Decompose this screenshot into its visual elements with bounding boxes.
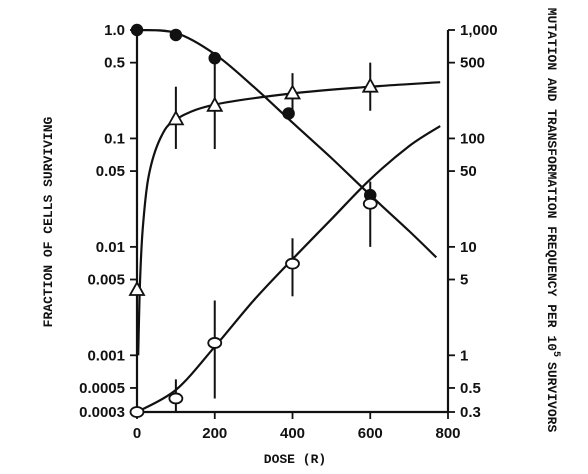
y-right-tick-label: 0.5 — [460, 380, 481, 397]
y-right-tick-label: 500 — [460, 55, 485, 72]
x-axis-ticks: 0 200 400 600 800 — [133, 412, 461, 442]
left-axis-ticks: 1.0 0.5 0.1 0.05 0.01 0.005 0.001 0.0005 0.0003 — [79, 22, 137, 421]
y-right-tick-label: 1,000 — [460, 22, 498, 39]
y-right-tick-label: 50 — [460, 163, 477, 180]
y-left-axis-title: FRACTION OF CELLS SURVIVING — [41, 116, 56, 327]
open-circle-point — [207, 337, 223, 349]
y-left-tick-label: 0.01 — [96, 239, 125, 256]
open-triangle-point — [283, 84, 302, 100]
open-triangle-point — [361, 77, 379, 93]
filled-circle-fit-curve — [136, 28, 438, 259]
y-left-tick-label: 1.0 — [104, 22, 125, 39]
x-tick-label: 0 — [133, 425, 141, 442]
y-right-title-end: SURVIVORS — [544, 362, 559, 432]
open-circle-point — [362, 197, 378, 210]
open-circle-fit-curve — [136, 125, 441, 413]
y-right-axis-title: MUTATION AND TRANSFORMATION FREQUENCY PE… — [544, 8, 561, 433]
y-right-title-main: MUTATION AND TRANSFORMATION FREQUENCY PE… — [544, 8, 559, 351]
y-right-tick-label: 0.3 — [460, 404, 481, 421]
y-left-tick-label: 0.5 — [104, 55, 125, 72]
x-tick-label: 600 — [358, 425, 383, 442]
y-left-tick-label: 0.001 — [87, 347, 125, 364]
y-right-title-exponent: 5 — [550, 351, 561, 357]
y-left-tick-label: 0.1 — [104, 130, 125, 147]
right-axis-ticks: 1,000 500 100 50 10 5 1 0.5 0.3 — [448, 22, 498, 421]
y-right-tick-label: 100 — [460, 130, 485, 147]
x-axis-title: DOSE (R) — [264, 452, 326, 467]
fitted-curves — [136, 28, 441, 413]
open-circle-point — [168, 392, 184, 405]
data-markers — [128, 23, 379, 418]
filled-circle-point — [282, 107, 295, 120]
x-tick-label: 400 — [280, 425, 305, 442]
open-triangle-point — [128, 280, 146, 296]
filled-circle-point — [130, 23, 144, 37]
open-triangle-fit-curve — [137, 81, 441, 356]
open-circle-point — [129, 406, 145, 418]
y-right-tick-label: 10 — [460, 239, 477, 256]
filled-circle-point — [169, 28, 183, 42]
open-triangle-point — [167, 109, 185, 126]
open-triangle-point — [206, 96, 224, 112]
y-right-tick-label: 1 — [460, 347, 468, 364]
open-circle-point — [285, 257, 300, 270]
filled-circle-point — [208, 51, 221, 65]
x-tick-label: 200 — [202, 425, 227, 442]
error-bars — [136, 62, 372, 412]
y-right-tick-label: 5 — [460, 272, 468, 289]
y-left-tick-label: 0.05 — [96, 163, 125, 180]
y-left-tick-label: 0.0005 — [79, 380, 125, 397]
x-tick-label: 800 — [435, 425, 460, 442]
y-left-tick-label: 0.005 — [87, 272, 125, 289]
y-left-tick-label: 0.0003 — [79, 404, 125, 421]
